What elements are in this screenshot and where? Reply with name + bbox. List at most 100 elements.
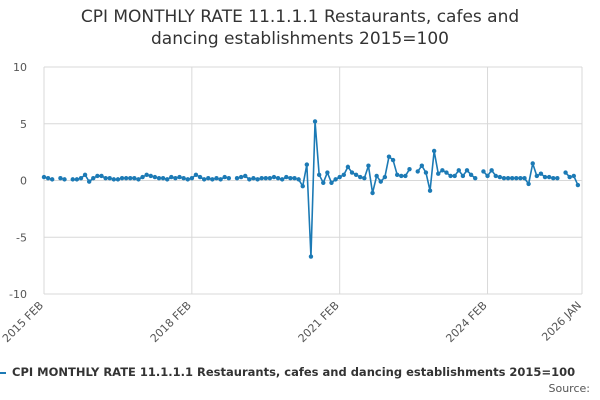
- chart-legend[interactable]: CPI MONTHLY RATE 11.1.1.1 Restaurants, c…: [0, 365, 600, 383]
- data-point: [74, 177, 80, 182]
- series-points: [41, 119, 581, 259]
- data-point: [481, 169, 486, 174]
- data-point: [62, 177, 67, 182]
- data-point: [452, 173, 457, 179]
- data-point: [345, 164, 351, 170]
- data-point: [115, 177, 121, 182]
- data-point: [267, 176, 273, 181]
- data-point: [189, 176, 195, 181]
- data-point: [160, 176, 166, 181]
- data-point: [206, 176, 211, 181]
- data-point: [370, 190, 375, 196]
- data-point: [58, 176, 63, 181]
- data-point: [489, 168, 494, 173]
- data-point: [140, 174, 145, 180]
- data-point: [444, 170, 449, 175]
- data-point: [534, 173, 540, 179]
- x-tick-label: 2024 FEB: [443, 299, 489, 345]
- data-point: [312, 119, 318, 124]
- legend-label: CPI MONTHLY RATE 11.1.1.1 Restaurants, c…: [12, 365, 576, 379]
- data-point: [468, 172, 474, 178]
- data-point: [296, 177, 301, 182]
- data-point: [288, 176, 293, 181]
- x-tick-label: 2026 JAN: [539, 299, 584, 344]
- data-point: [181, 176, 186, 181]
- data-point: [551, 176, 556, 181]
- data-point: [70, 177, 75, 182]
- data-point: [522, 176, 527, 181]
- data-point: [99, 173, 104, 179]
- data-point: [358, 174, 363, 180]
- data-point: [316, 172, 322, 178]
- data-point: [226, 176, 232, 181]
- data-point: [374, 173, 379, 179]
- data-point: [382, 174, 388, 180]
- data-point: [50, 177, 55, 182]
- data-point: [419, 163, 425, 168]
- data-point: [263, 176, 268, 181]
- data-point: [353, 172, 359, 178]
- data-point: [538, 171, 544, 176]
- data-point: [193, 172, 199, 178]
- data-point: [222, 174, 227, 180]
- data-point: [448, 173, 453, 179]
- data-point: [378, 179, 383, 184]
- data-point: [144, 172, 149, 178]
- data-point: [518, 176, 523, 181]
- series-line: [43, 120, 579, 258]
- chart-title: CPI MONTHLY RATE 11.1.1.1 Restaurants, c…: [0, 6, 600, 50]
- data-point: [337, 174, 342, 180]
- data-point: [173, 176, 178, 181]
- data-point: [210, 177, 215, 182]
- data-point: [366, 163, 371, 168]
- data-point: [300, 183, 305, 189]
- data-point: [497, 174, 503, 180]
- data-point: [86, 179, 92, 184]
- data-point: [259, 176, 264, 181]
- data-point: [185, 177, 190, 182]
- data-point: [460, 173, 466, 179]
- data-point: [91, 176, 96, 181]
- data-point: [436, 171, 441, 176]
- x-tick-label: 2015 FEB: [0, 299, 46, 345]
- data-point: [111, 177, 117, 182]
- data-point: [362, 176, 367, 181]
- data-point: [177, 174, 182, 180]
- data-point: [304, 162, 310, 167]
- data-point: [148, 173, 153, 179]
- x-tick-label: 2018 FEB: [148, 299, 194, 345]
- data-point: [234, 176, 240, 181]
- data-point: [95, 173, 100, 179]
- legend-swatch: [0, 371, 6, 374]
- data-point: [563, 170, 568, 175]
- data-point: [386, 154, 392, 159]
- data-point: [575, 182, 581, 188]
- data-point: [123, 176, 129, 181]
- data-point: [394, 172, 400, 178]
- data-point: [464, 168, 470, 173]
- x-gridlines: [43, 67, 583, 294]
- data-point: [271, 174, 277, 180]
- data-point: [403, 173, 408, 179]
- data-point: [390, 157, 396, 163]
- data-point: [415, 169, 420, 174]
- data-point: [423, 170, 429, 175]
- data-point: [169, 174, 174, 180]
- data-point: [546, 174, 552, 180]
- data-point: [152, 174, 158, 180]
- data-point: [255, 177, 260, 182]
- data-point: [132, 176, 137, 181]
- chart-title-line-2: dancing establishments 2015=100: [151, 29, 449, 49]
- data-point: [501, 176, 507, 181]
- data-point: [247, 177, 252, 182]
- data-point: [197, 174, 203, 180]
- data-point: [214, 176, 219, 181]
- data-point: [238, 174, 244, 180]
- data-point: [407, 166, 412, 172]
- data-point: [308, 254, 314, 259]
- data-point: [555, 176, 560, 181]
- data-point: [526, 181, 531, 187]
- data-point: [329, 180, 334, 185]
- data-point: [45, 176, 51, 181]
